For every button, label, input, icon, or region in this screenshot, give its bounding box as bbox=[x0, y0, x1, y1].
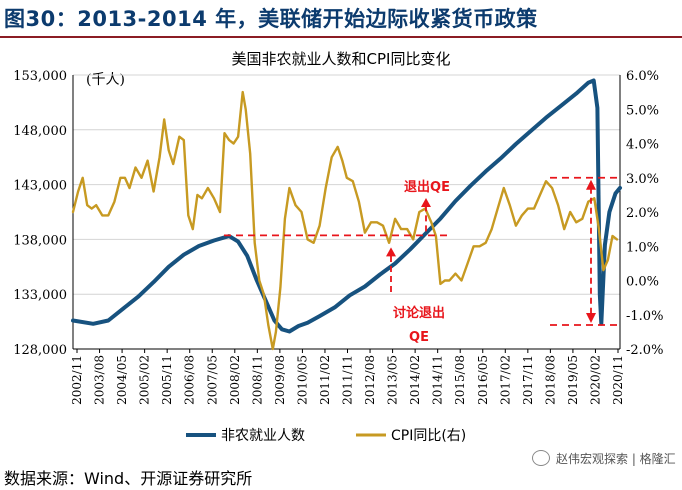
x-tick-label: 2013/05 bbox=[386, 355, 400, 405]
annotation-discuss-taper: 讨论退出 bbox=[393, 305, 445, 321]
x-tick-label: 2017/02 bbox=[498, 355, 512, 405]
right-tick-label: 2.0% bbox=[626, 206, 659, 221]
right-tick-label: 1.0% bbox=[626, 240, 659, 255]
x-tick-label: 2008/11 bbox=[250, 355, 264, 405]
x-tick-label: 2006/08 bbox=[183, 355, 197, 405]
right-tick-label: 5.0% bbox=[626, 103, 659, 118]
legend-label-payrolls: 非农就业人数 bbox=[221, 428, 305, 444]
right-tick-label: 4.0% bbox=[626, 138, 659, 153]
x-tick-label: 2011/02 bbox=[318, 355, 332, 405]
x-tick-label: 2012/08 bbox=[363, 355, 377, 405]
x-tick-label: 2017/11 bbox=[521, 355, 535, 405]
x-tick-label: 2003/08 bbox=[93, 355, 107, 405]
figure-title: 图30：2013-2014 年，美联储开始边际收紧货币政策 bbox=[4, 7, 538, 31]
left-tick-label: 133,000 bbox=[13, 288, 67, 303]
x-tick-label: 2020/11 bbox=[611, 355, 625, 405]
x-tick-label: 2014/02 bbox=[408, 355, 422, 405]
x-tick-label: 2015/08 bbox=[453, 355, 467, 405]
x-tick-label: 2002/11 bbox=[70, 355, 84, 405]
x-tick-label: 2011/11 bbox=[341, 355, 355, 405]
chart-title: 美国非农就业人数和CPI同比变化 bbox=[231, 50, 451, 68]
source-note: 数据来源：Wind、开源证券研究所 bbox=[4, 469, 253, 488]
annotation-qe: QE bbox=[409, 330, 429, 345]
x-tick-label: 2010/05 bbox=[295, 355, 309, 405]
arrow-discuss-taper-head bbox=[386, 247, 396, 257]
left-tick-label: 128,000 bbox=[13, 343, 67, 358]
watermark: 赵伟宏观探索 | 格隆汇 bbox=[532, 447, 682, 471]
x-tick-label: 2005/11 bbox=[160, 355, 174, 405]
arrow-exit-qe-head bbox=[421, 198, 431, 207]
right-tick-label: -2.0% bbox=[626, 343, 663, 358]
series-line-payrolls bbox=[71, 78, 622, 334]
left-axis-unit: (千人) bbox=[86, 72, 125, 88]
x-tick-label: 2007/05 bbox=[205, 355, 219, 405]
x-tick-label: 2004/05 bbox=[115, 355, 129, 405]
annotation-exit-qe: 退出QE bbox=[404, 179, 450, 195]
x-tick-label: 2019/05 bbox=[566, 355, 580, 405]
x-tick-label: 2008/02 bbox=[228, 355, 242, 405]
series-line-cpi bbox=[71, 90, 619, 351]
x-tick-label: 2018/08 bbox=[543, 355, 557, 405]
figure-header: 图30：2013-2014 年，美联储开始边际收紧货币政策 bbox=[0, 0, 682, 38]
right-tick-label: -1.0% bbox=[626, 309, 663, 324]
legend-label-cpi: CPI同比(右) bbox=[391, 428, 466, 444]
double-arrow-2020-top bbox=[586, 179, 596, 190]
x-tick-label: 2014/11 bbox=[431, 355, 445, 405]
header-rule bbox=[0, 36, 682, 38]
x-tick-label: 2005/02 bbox=[138, 355, 152, 405]
left-tick-label: 153,000 bbox=[13, 69, 67, 84]
x-tick-label: 2009/08 bbox=[273, 355, 287, 405]
right-tick-label: 6.0% bbox=[626, 69, 659, 84]
left-tick-label: 148,000 bbox=[13, 124, 67, 139]
watermark-text: 赵伟宏观探索 | 格隆汇 bbox=[556, 452, 676, 466]
wechat-icon bbox=[532, 450, 550, 466]
right-tick-label: 0.0% bbox=[626, 275, 659, 290]
x-tick-label: 2020/02 bbox=[588, 355, 602, 405]
double-arrow-2020-bottom bbox=[586, 313, 596, 324]
x-tick-label: 2016/05 bbox=[476, 355, 490, 405]
left-tick-label: 143,000 bbox=[13, 179, 67, 194]
left-tick-label: 138,000 bbox=[13, 233, 67, 248]
right-tick-label: 3.0% bbox=[626, 172, 659, 187]
